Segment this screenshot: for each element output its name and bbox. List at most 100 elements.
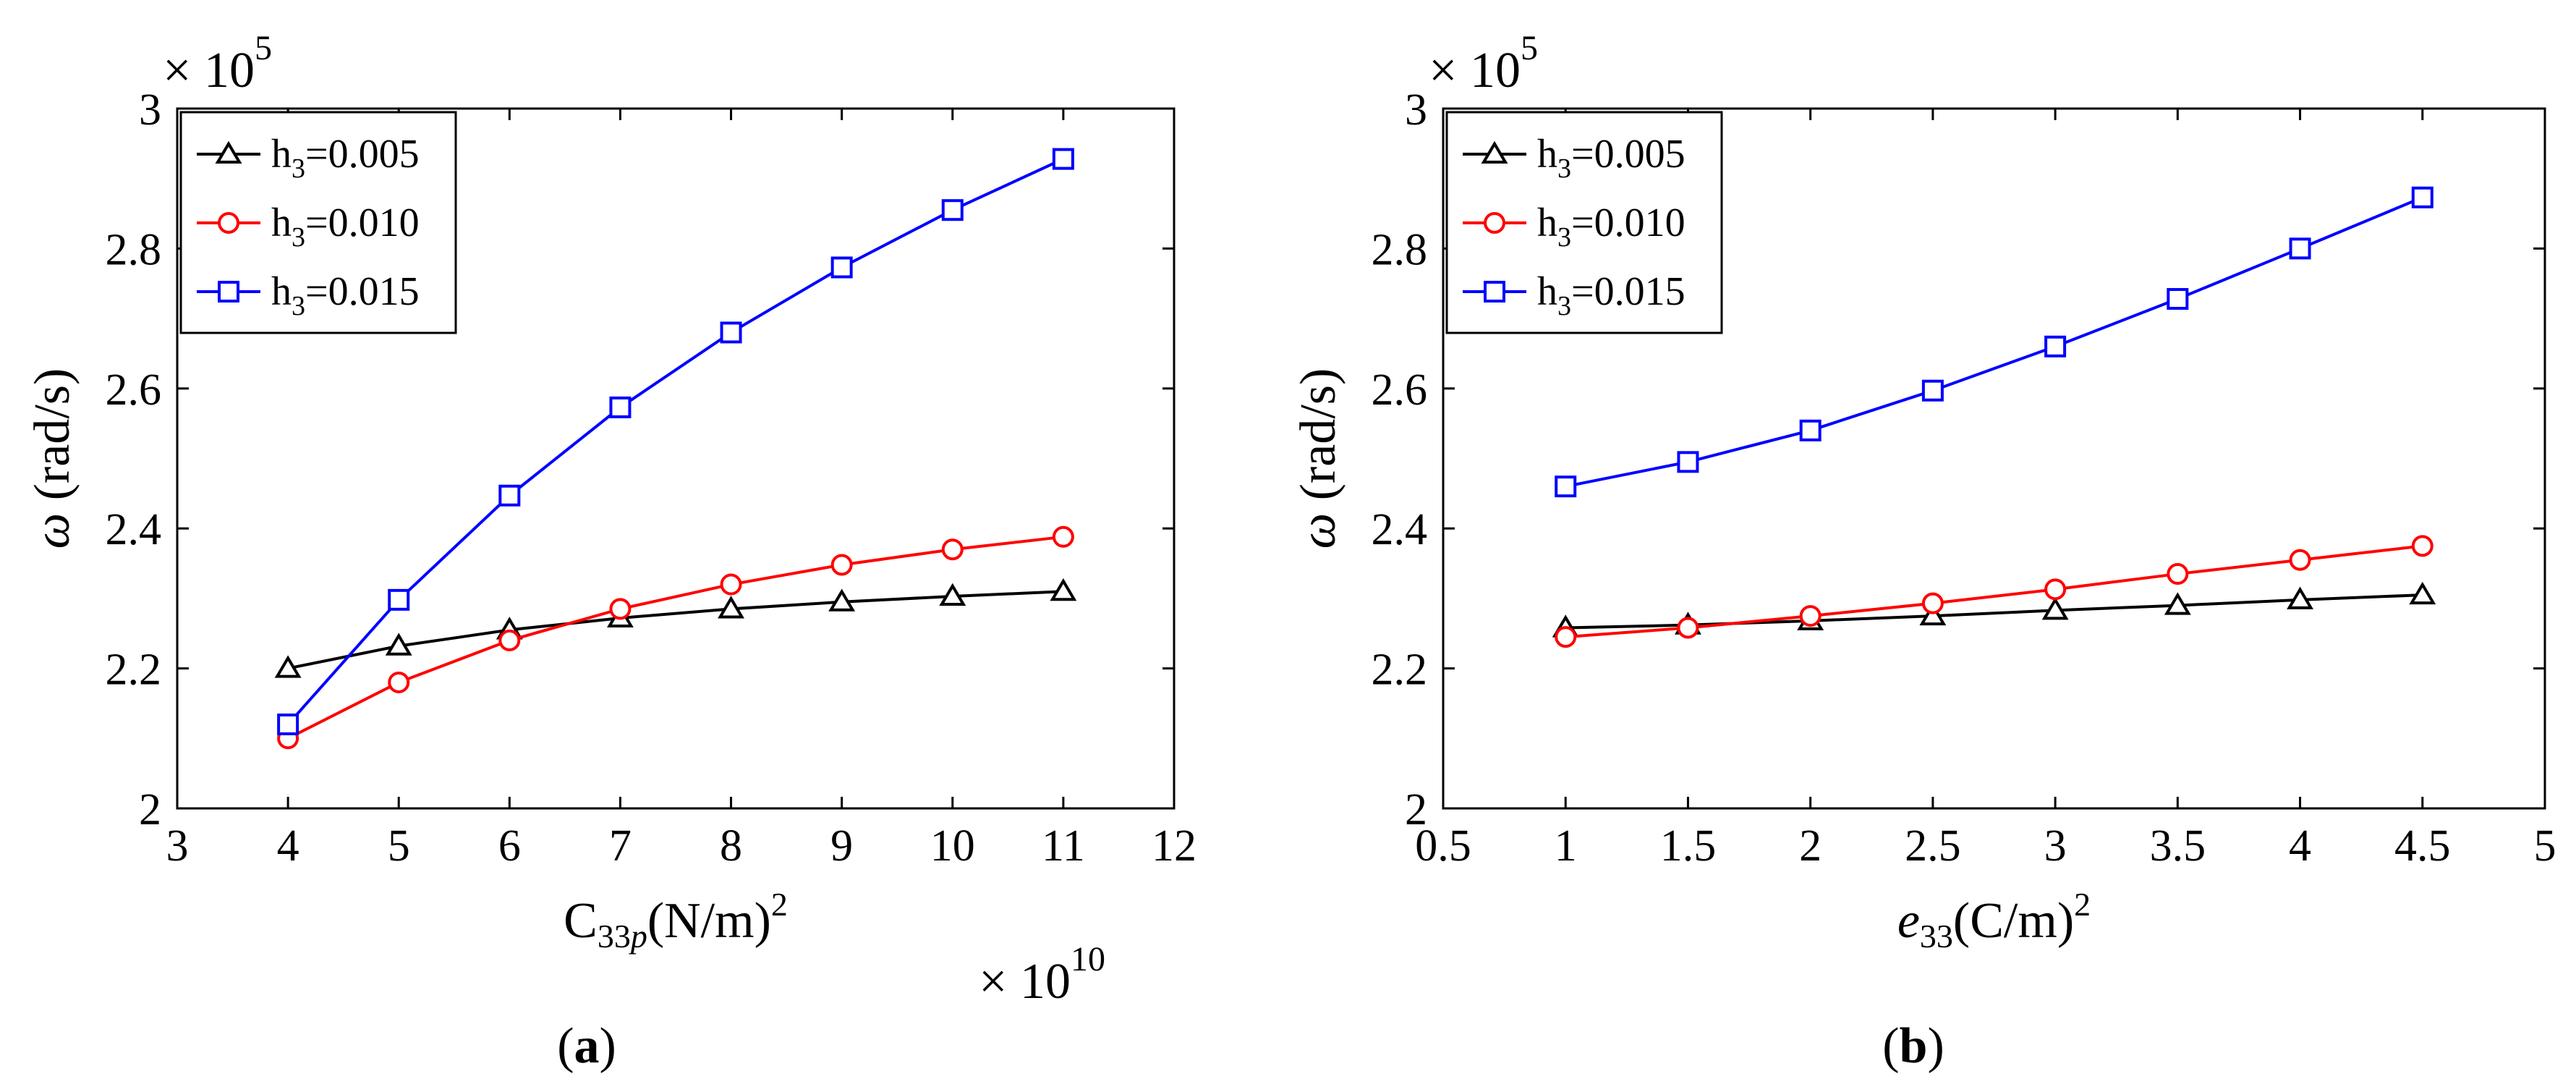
series-2: [1555, 535, 2433, 648]
y-axis-label: ω (rad/s): [25, 368, 80, 549]
x-axis-superscript: 2: [2074, 886, 2091, 923]
x-tick-label: 11: [1042, 821, 1085, 871]
y-tick-label: 2.4: [1372, 505, 1428, 554]
data-point-circle: [1555, 626, 1577, 648]
data-point-triangle: [385, 633, 412, 656]
legend-label-main: h: [271, 200, 292, 245]
legend-item-2: h3=0.010: [1463, 200, 1686, 253]
y-multiplier-exp: 5: [255, 29, 272, 67]
legend-label: h3=0.015: [271, 269, 420, 321]
x-axis-subscript: 33: [598, 918, 631, 955]
x-tick-label: 7: [609, 821, 632, 871]
data-point-square: [609, 396, 632, 418]
data-point-triangle: [1919, 602, 1947, 626]
x-tick-label: 12: [1152, 821, 1196, 871]
x-tick-label: 3: [166, 821, 189, 871]
data-point-square: [1921, 379, 1944, 402]
data-point-square: [1799, 419, 1822, 441]
series-3: [277, 148, 1074, 735]
y-axis-unit: (rad/s): [25, 368, 80, 513]
data-point-circle: [2289, 549, 2311, 571]
legend-item-3: h3=0.015: [1463, 269, 1686, 321]
data-point-triangle: [939, 583, 966, 606]
legend-label-sub: 3: [292, 153, 305, 184]
data-point-circle: [498, 629, 521, 651]
x-tick-label: 2.5: [1905, 821, 1961, 871]
y-tick-label: 2.6: [106, 365, 162, 415]
y-tick-label: 3: [1405, 85, 1427, 135]
data-point-triangle: [215, 140, 242, 164]
y-tick-label: 3: [139, 85, 161, 135]
panel-caption: (b): [1882, 1018, 1944, 1074]
data-point-square: [218, 281, 239, 303]
x-multiplier: × 1010: [979, 940, 1105, 1010]
legend-label-rest: =0.010: [305, 200, 420, 245]
data-point-circle: [941, 538, 964, 561]
series-line: [1565, 544, 2423, 639]
legend-label: h3=0.005: [271, 132, 420, 184]
legend-item-1: h3=0.005: [1463, 132, 1686, 184]
data-point-circle: [1677, 617, 1699, 639]
legend-label-rest: =0.005: [305, 132, 420, 177]
plot-frame: [176, 107, 1176, 810]
x-axis-superscript: 2: [771, 886, 788, 923]
data-point-triangle: [1050, 578, 1077, 601]
data-point-circle: [388, 671, 410, 693]
data-point-circle: [1921, 592, 1944, 614]
caption-label: b: [1900, 1018, 1928, 1074]
data-point-circle: [609, 598, 632, 620]
legend-label-main: h: [271, 269, 292, 314]
x-tick-label: 0.5: [1415, 821, 1471, 871]
legend-label-sub: 3: [292, 291, 305, 321]
x-tick-label: 1.5: [1660, 821, 1717, 871]
legend-label: h3=0.010: [271, 200, 420, 253]
data-point-square: [941, 199, 964, 221]
x-axis-symbol: C: [564, 893, 598, 949]
y-tick-label: 2: [1405, 785, 1427, 834]
data-point-circle: [1052, 525, 1074, 548]
legend-item-1: h3=0.005: [197, 132, 420, 184]
data-point-square: [2167, 288, 2189, 310]
x-tick-label: 3: [2044, 821, 2067, 871]
legend-item-2: h3=0.010: [197, 200, 420, 253]
data-point-circle: [2044, 578, 2067, 601]
legend-label: h3=0.010: [1537, 200, 1686, 253]
data-point-square: [720, 321, 742, 344]
data-point-triangle: [2409, 581, 2436, 605]
series-line: [286, 157, 1064, 726]
data-point-circle: [218, 212, 239, 234]
legend-label-sub: 3: [1557, 153, 1571, 184]
series-line: [287, 535, 1064, 740]
data-point-square: [1677, 451, 1699, 473]
x-tick-label: 1: [1555, 821, 1577, 871]
x-axis-unit: (C/m): [1953, 893, 2074, 949]
x-axis-subscript-italic: p: [629, 918, 647, 955]
data-point-square: [2044, 335, 2067, 358]
legend-label-sub: 3: [1557, 291, 1571, 321]
x-tick-label: 3.5: [2150, 821, 2206, 871]
y-multiplier-base: × 10: [163, 43, 255, 98]
legend-label: h3=0.005: [1537, 132, 1686, 184]
series-2: [277, 525, 1074, 750]
data-point-circle: [1799, 605, 1822, 627]
caption-close: ): [600, 1018, 616, 1074]
data-point-triangle: [2164, 592, 2191, 615]
y-tick-label: 2.6: [1372, 365, 1428, 415]
x-axis-subscript: 33: [1920, 918, 1953, 955]
legend-label-rest: =0.015: [1571, 269, 1686, 314]
x-axis-symbol: e: [1897, 893, 1920, 949]
data-point-square: [277, 713, 299, 735]
x-tick-label: 10: [930, 821, 975, 871]
legend-label-rest: =0.015: [305, 269, 420, 314]
data-point-square: [1555, 475, 1577, 498]
x-tick-label: 9: [830, 821, 853, 871]
caption-open: (: [1882, 1018, 1899, 1074]
series-3: [1555, 186, 2433, 498]
chart-panel-b: 0.5 1 1.5 2 2.5 3 3.5 4 4.5 522.22.42.62.83× 105ω…: [1291, 29, 2556, 1074]
y-multiplier-base: × 10: [1429, 43, 1521, 98]
legend-item-3: h3=0.015: [197, 269, 420, 321]
data-point-circle: [2411, 535, 2433, 557]
caption-label: a: [574, 1018, 600, 1074]
legend-label-main: h: [271, 132, 292, 177]
